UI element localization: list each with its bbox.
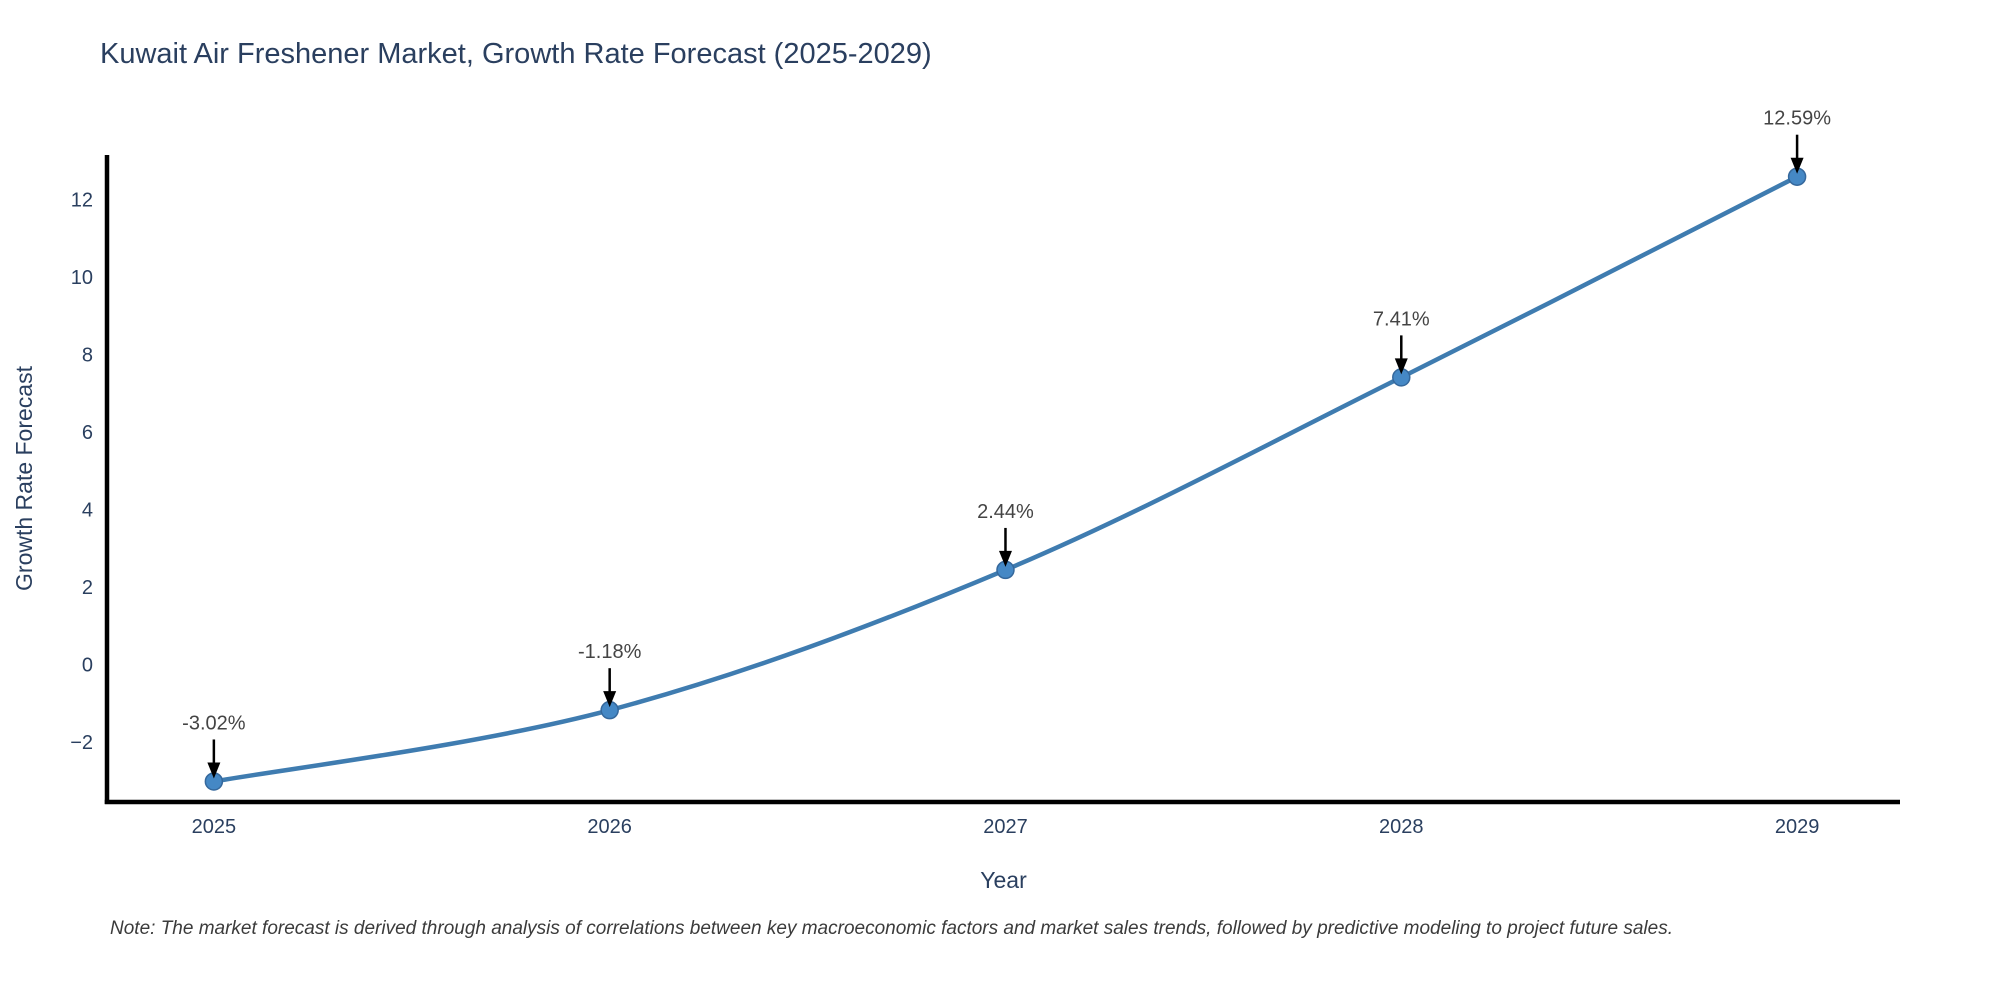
x-tick-label: 2027 (983, 816, 1028, 838)
point-annotation-label: 12.59% (1763, 108, 1831, 130)
y-tick-label: 2 (82, 577, 93, 599)
y-tick-label: 8 (82, 345, 93, 367)
y-tick-label: 10 (71, 267, 93, 289)
y-tick-label: 6 (82, 422, 93, 444)
annotation-arrowhead-icon (1790, 157, 1804, 174)
y-tick-label: −2 (70, 732, 93, 754)
annotation-arrowhead-icon (998, 550, 1012, 567)
x-tick-label: 2025 (192, 816, 237, 838)
x-tick-label: 2029 (1775, 816, 1820, 838)
point-annotation-label: -3.02% (182, 712, 246, 734)
annotation-arrowhead-icon (1394, 358, 1408, 375)
forecast-line (211, 174, 1800, 784)
point-annotation-label: 7.41% (1373, 308, 1430, 330)
chart-title: Kuwait Air Freshener Market, Growth Rate… (100, 38, 932, 70)
y-tick-label: 4 (82, 499, 93, 521)
x-tick-label: 2026 (587, 816, 632, 838)
y-tick-label: 0 (82, 654, 93, 676)
annotation-arrowhead-icon (603, 691, 617, 708)
point-annotation-label: -1.18% (578, 641, 642, 663)
annotation-arrowhead-icon (207, 762, 221, 779)
y-axis-title: Growth Rate Forecast (11, 365, 37, 591)
footnote: Note: The market forecast is derived thr… (110, 918, 1673, 939)
x-axis-title: Year (980, 867, 1027, 893)
point-annotation-label: 2.44% (977, 501, 1034, 523)
x-tick-label: 2028 (1379, 816, 1424, 838)
y-tick-label: 12 (71, 190, 93, 212)
